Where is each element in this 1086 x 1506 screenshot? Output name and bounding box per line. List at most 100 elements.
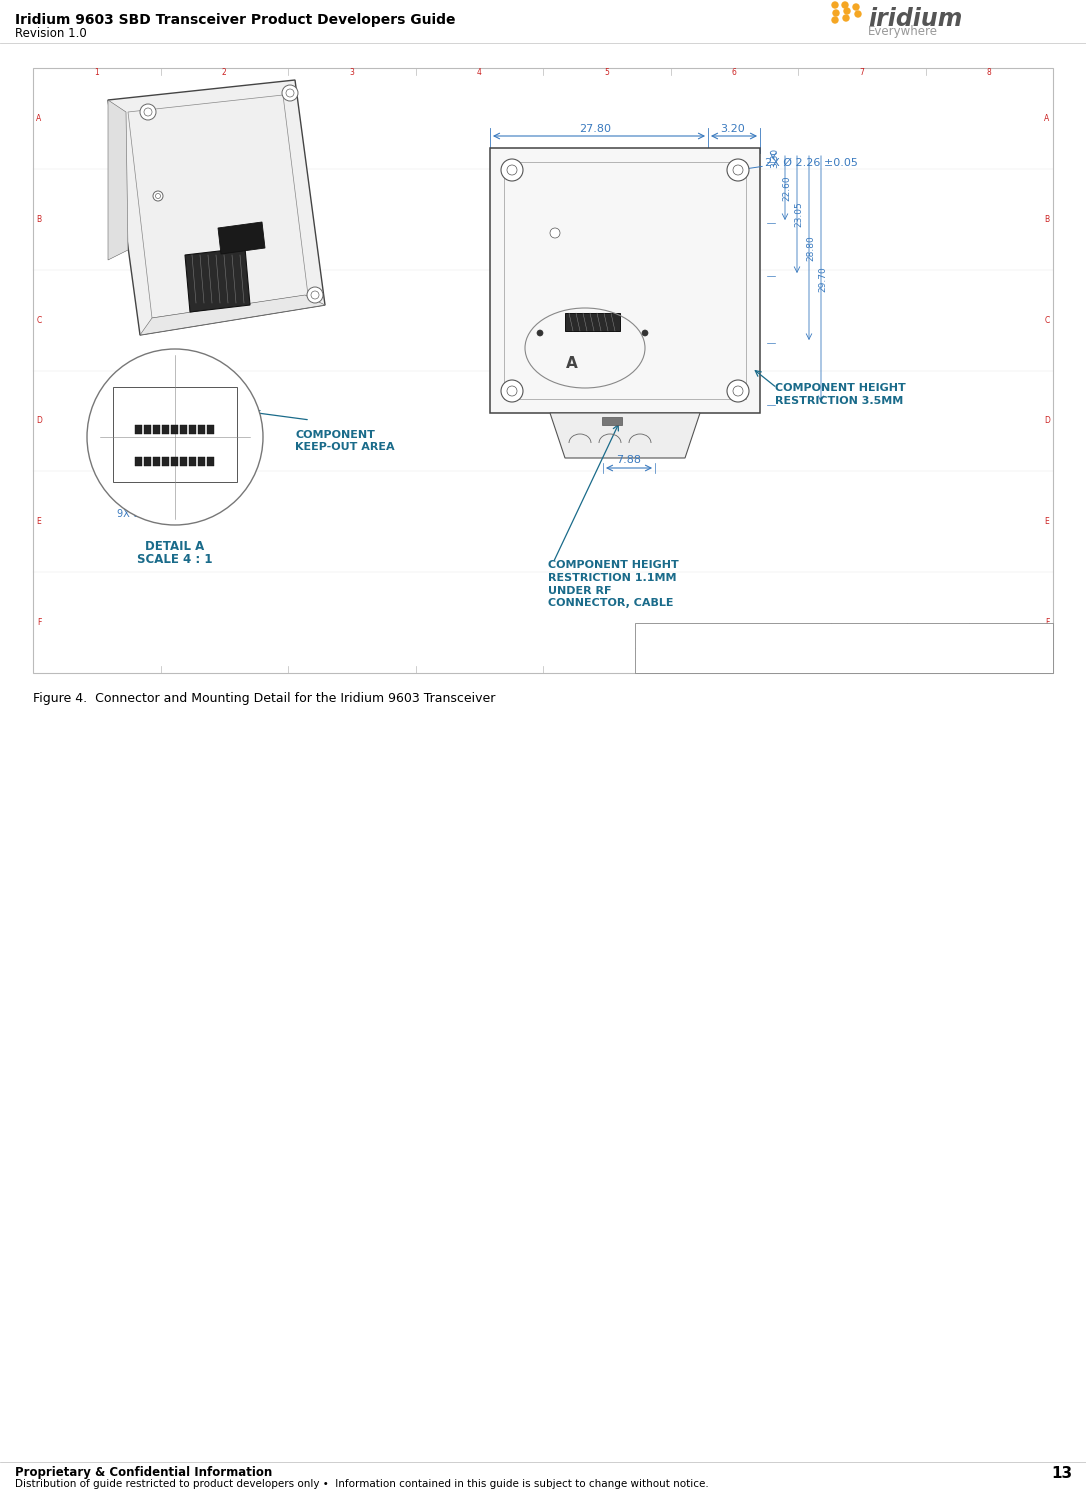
- Text: Iridium 9603 SBD Transceiver Product Developers Guide: Iridium 9603 SBD Transceiver Product Dev…: [15, 14, 455, 27]
- Text: COMPONENT
KEEP-OUT AREA: COMPONENT KEEP-OUT AREA: [295, 431, 394, 452]
- Bar: [180, 456, 187, 465]
- Text: 5: 5: [604, 68, 609, 77]
- Text: COMPONENT HEIGHT
RESTRICTION 1.1MM
UNDER RF
CONNECTOR, CABLE: COMPONENT HEIGHT RESTRICTION 1.1MM UNDER…: [548, 560, 679, 608]
- Circle shape: [727, 380, 749, 402]
- Bar: [162, 425, 169, 434]
- Bar: [490, 148, 760, 413]
- Text: E: E: [1045, 517, 1049, 526]
- Circle shape: [832, 17, 838, 23]
- Bar: [198, 456, 205, 465]
- Bar: [153, 425, 160, 434]
- Text: mm: mm: [910, 637, 922, 642]
- Circle shape: [501, 380, 523, 402]
- Polygon shape: [140, 295, 325, 334]
- Text: F: F: [37, 617, 41, 626]
- Bar: [189, 425, 195, 434]
- Text: C: C: [36, 316, 41, 325]
- Circle shape: [642, 330, 648, 336]
- Text: 27.80: 27.80: [579, 123, 611, 134]
- Circle shape: [307, 288, 323, 303]
- Circle shape: [853, 5, 859, 11]
- Text: A: A: [1045, 114, 1050, 123]
- Circle shape: [140, 104, 156, 120]
- Text: Revision 1.0: Revision 1.0: [15, 27, 87, 41]
- Bar: [171, 425, 178, 434]
- Bar: [565, 313, 620, 331]
- Text: Figure 4.  Connector and Mounting Detail for the Iridium 9603 Transceiver: Figure 4. Connector and Mounting Detail …: [33, 691, 495, 705]
- Text: 3: 3: [350, 68, 354, 77]
- Text: 8: 8: [987, 68, 992, 77]
- Text: 7: 7: [859, 68, 864, 77]
- Circle shape: [733, 386, 743, 396]
- Text: Everywhere: Everywhere: [868, 26, 938, 38]
- Text: 2: 2: [222, 68, 227, 77]
- Text: 3.30: 3.30: [770, 148, 780, 167]
- Text: ASME Y14.5M-1994: ASME Y14.5M-1994: [637, 666, 690, 670]
- Text: COMPONENT HEIGHT
RESTRICTION 3.5MM: COMPONENT HEIGHT RESTRICTION 3.5MM: [775, 383, 906, 405]
- Circle shape: [282, 84, 298, 101]
- Text: B: B: [1045, 215, 1049, 224]
- Text: E: E: [37, 517, 41, 526]
- Bar: [207, 425, 214, 434]
- Text: 9-603 PCBDEC A1: 9-603 PCBDEC A1: [637, 637, 699, 642]
- Text: 7.88: 7.88: [617, 455, 642, 465]
- Text: 13: 13: [1051, 1465, 1072, 1480]
- Text: TOLERANCING PER: TOLERANCING PER: [637, 657, 686, 663]
- Circle shape: [155, 193, 161, 199]
- Text: DETAIL A: DETAIL A: [146, 541, 204, 553]
- Text: A: A: [566, 355, 578, 370]
- Circle shape: [153, 191, 163, 200]
- Text: Distribution of guide restricted to product developers only •  Information conta: Distribution of guide restricted to prod…: [15, 1479, 709, 1489]
- Circle shape: [286, 89, 294, 96]
- Bar: [135, 456, 142, 465]
- Circle shape: [733, 166, 743, 175]
- Polygon shape: [185, 248, 250, 312]
- Text: REVISION: REVISION: [972, 628, 997, 633]
- Text: 10X 0.23: 10X 0.23: [193, 380, 237, 390]
- Bar: [153, 456, 160, 465]
- Circle shape: [550, 227, 560, 238]
- Bar: [33, 68, 1053, 673]
- Text: iridium: iridium: [868, 8, 962, 32]
- Text: ISSUE DATE: ISSUE DATE: [834, 628, 866, 633]
- Text: 2X 0.89: 2X 0.89: [243, 419, 253, 456]
- Text: SHEET: SHEET: [972, 658, 989, 663]
- Text: B: B: [37, 215, 41, 224]
- Text: 6/20/2011: 6/20/2011: [834, 637, 867, 642]
- Bar: [162, 456, 169, 465]
- Bar: [189, 456, 195, 465]
- Bar: [144, 425, 151, 434]
- Bar: [198, 425, 205, 434]
- Circle shape: [727, 160, 749, 181]
- Polygon shape: [108, 80, 325, 334]
- Text: D: D: [1044, 417, 1050, 425]
- Bar: [602, 417, 622, 425]
- Circle shape: [833, 11, 839, 17]
- Text: A: A: [36, 114, 41, 123]
- Text: Proprietary & Confidential Information: Proprietary & Confidential Information: [15, 1465, 273, 1479]
- Circle shape: [87, 349, 263, 526]
- Text: 2 of 3: 2 of 3: [972, 666, 990, 672]
- Text: SIZE: SIZE: [910, 654, 921, 658]
- Text: SCALE: SCALE: [834, 654, 851, 658]
- Circle shape: [536, 330, 543, 336]
- Text: 23.05: 23.05: [795, 202, 804, 227]
- Circle shape: [842, 2, 848, 8]
- Text: 2X Ø 2.26 ±0.05: 2X Ø 2.26 ±0.05: [765, 158, 858, 169]
- Text: DOCUMENT NUMBER: DOCUMENT NUMBER: [637, 628, 693, 633]
- Text: C: C: [1045, 316, 1050, 325]
- Bar: [113, 387, 237, 482]
- Text: 1:1: 1:1: [834, 663, 844, 669]
- Circle shape: [855, 11, 861, 17]
- Text: 1: 1: [94, 68, 99, 77]
- Bar: [144, 456, 151, 465]
- Polygon shape: [550, 413, 700, 458]
- Text: 22.60: 22.60: [783, 175, 792, 200]
- Bar: [635, 623, 1053, 673]
- Polygon shape: [108, 99, 128, 261]
- Circle shape: [311, 291, 319, 300]
- Circle shape: [832, 2, 838, 8]
- Text: GEOMETRIC: GEOMETRIC: [637, 651, 669, 655]
- Text: 28.80: 28.80: [807, 235, 816, 261]
- Text: 6: 6: [732, 68, 736, 77]
